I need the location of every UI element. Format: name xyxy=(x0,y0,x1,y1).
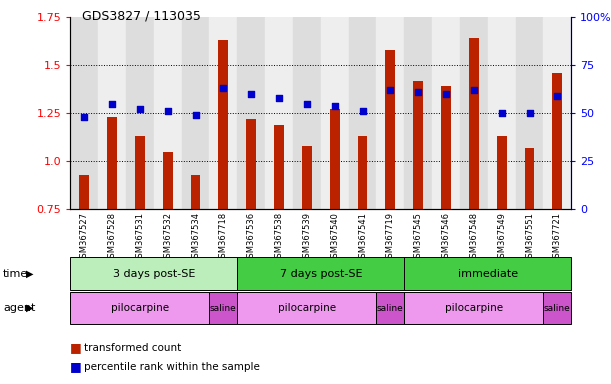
Point xyxy=(274,95,284,101)
Point xyxy=(302,101,312,107)
Bar xyxy=(98,17,126,209)
Bar xyxy=(246,119,256,209)
Text: saline: saline xyxy=(377,304,404,313)
Point xyxy=(469,87,479,93)
Bar xyxy=(70,17,98,209)
Bar xyxy=(376,17,404,209)
Bar xyxy=(237,17,265,209)
Bar xyxy=(210,17,237,209)
Point xyxy=(525,110,535,116)
Bar xyxy=(265,17,293,209)
Text: ■: ■ xyxy=(70,341,82,354)
Point xyxy=(79,114,89,120)
Point xyxy=(107,101,117,107)
Point xyxy=(246,91,256,97)
Bar xyxy=(126,17,154,209)
Bar xyxy=(191,175,200,209)
Bar xyxy=(441,86,451,209)
Bar xyxy=(163,152,172,209)
Text: ▶: ▶ xyxy=(26,268,33,279)
Bar xyxy=(107,117,117,209)
Point xyxy=(386,87,395,93)
Text: immediate: immediate xyxy=(458,268,518,279)
Text: 7 days post-SE: 7 days post-SE xyxy=(279,268,362,279)
Point xyxy=(163,108,172,114)
Bar xyxy=(404,17,432,209)
Text: pilocarpine: pilocarpine xyxy=(278,303,336,313)
Text: GDS3827 / 113035: GDS3827 / 113035 xyxy=(82,10,202,23)
Text: saline: saline xyxy=(544,304,571,313)
Bar xyxy=(321,17,349,209)
Bar xyxy=(79,175,89,209)
Text: transformed count: transformed count xyxy=(84,343,181,353)
Bar xyxy=(543,17,571,209)
Point xyxy=(191,112,200,118)
Bar xyxy=(274,125,284,209)
Text: ▶: ▶ xyxy=(26,303,33,313)
Text: pilocarpine: pilocarpine xyxy=(445,303,503,313)
Bar xyxy=(357,136,367,209)
Point xyxy=(413,89,423,95)
Text: percentile rank within the sample: percentile rank within the sample xyxy=(84,362,260,372)
Bar xyxy=(219,40,229,209)
Text: time: time xyxy=(3,268,28,279)
Point xyxy=(357,108,367,114)
Point xyxy=(441,91,451,97)
Bar xyxy=(349,17,376,209)
Text: saline: saline xyxy=(210,304,236,313)
Point xyxy=(135,106,145,113)
Point xyxy=(219,85,229,91)
Bar xyxy=(413,81,423,209)
Text: pilocarpine: pilocarpine xyxy=(111,303,169,313)
Point xyxy=(497,110,507,116)
Bar xyxy=(135,136,145,209)
Bar xyxy=(525,148,535,209)
Text: ■: ■ xyxy=(70,360,82,373)
Point xyxy=(552,93,562,99)
Bar xyxy=(460,17,488,209)
Bar xyxy=(293,17,321,209)
Bar xyxy=(181,17,210,209)
Bar xyxy=(330,109,340,209)
Bar xyxy=(497,136,507,209)
Point xyxy=(330,103,340,109)
Bar xyxy=(432,17,460,209)
Bar xyxy=(386,50,395,209)
Bar xyxy=(552,73,562,209)
Text: agent: agent xyxy=(3,303,35,313)
Bar xyxy=(469,38,479,209)
Bar xyxy=(516,17,543,209)
Bar xyxy=(154,17,181,209)
Bar xyxy=(302,146,312,209)
Bar xyxy=(488,17,516,209)
Text: 3 days post-SE: 3 days post-SE xyxy=(112,268,195,279)
